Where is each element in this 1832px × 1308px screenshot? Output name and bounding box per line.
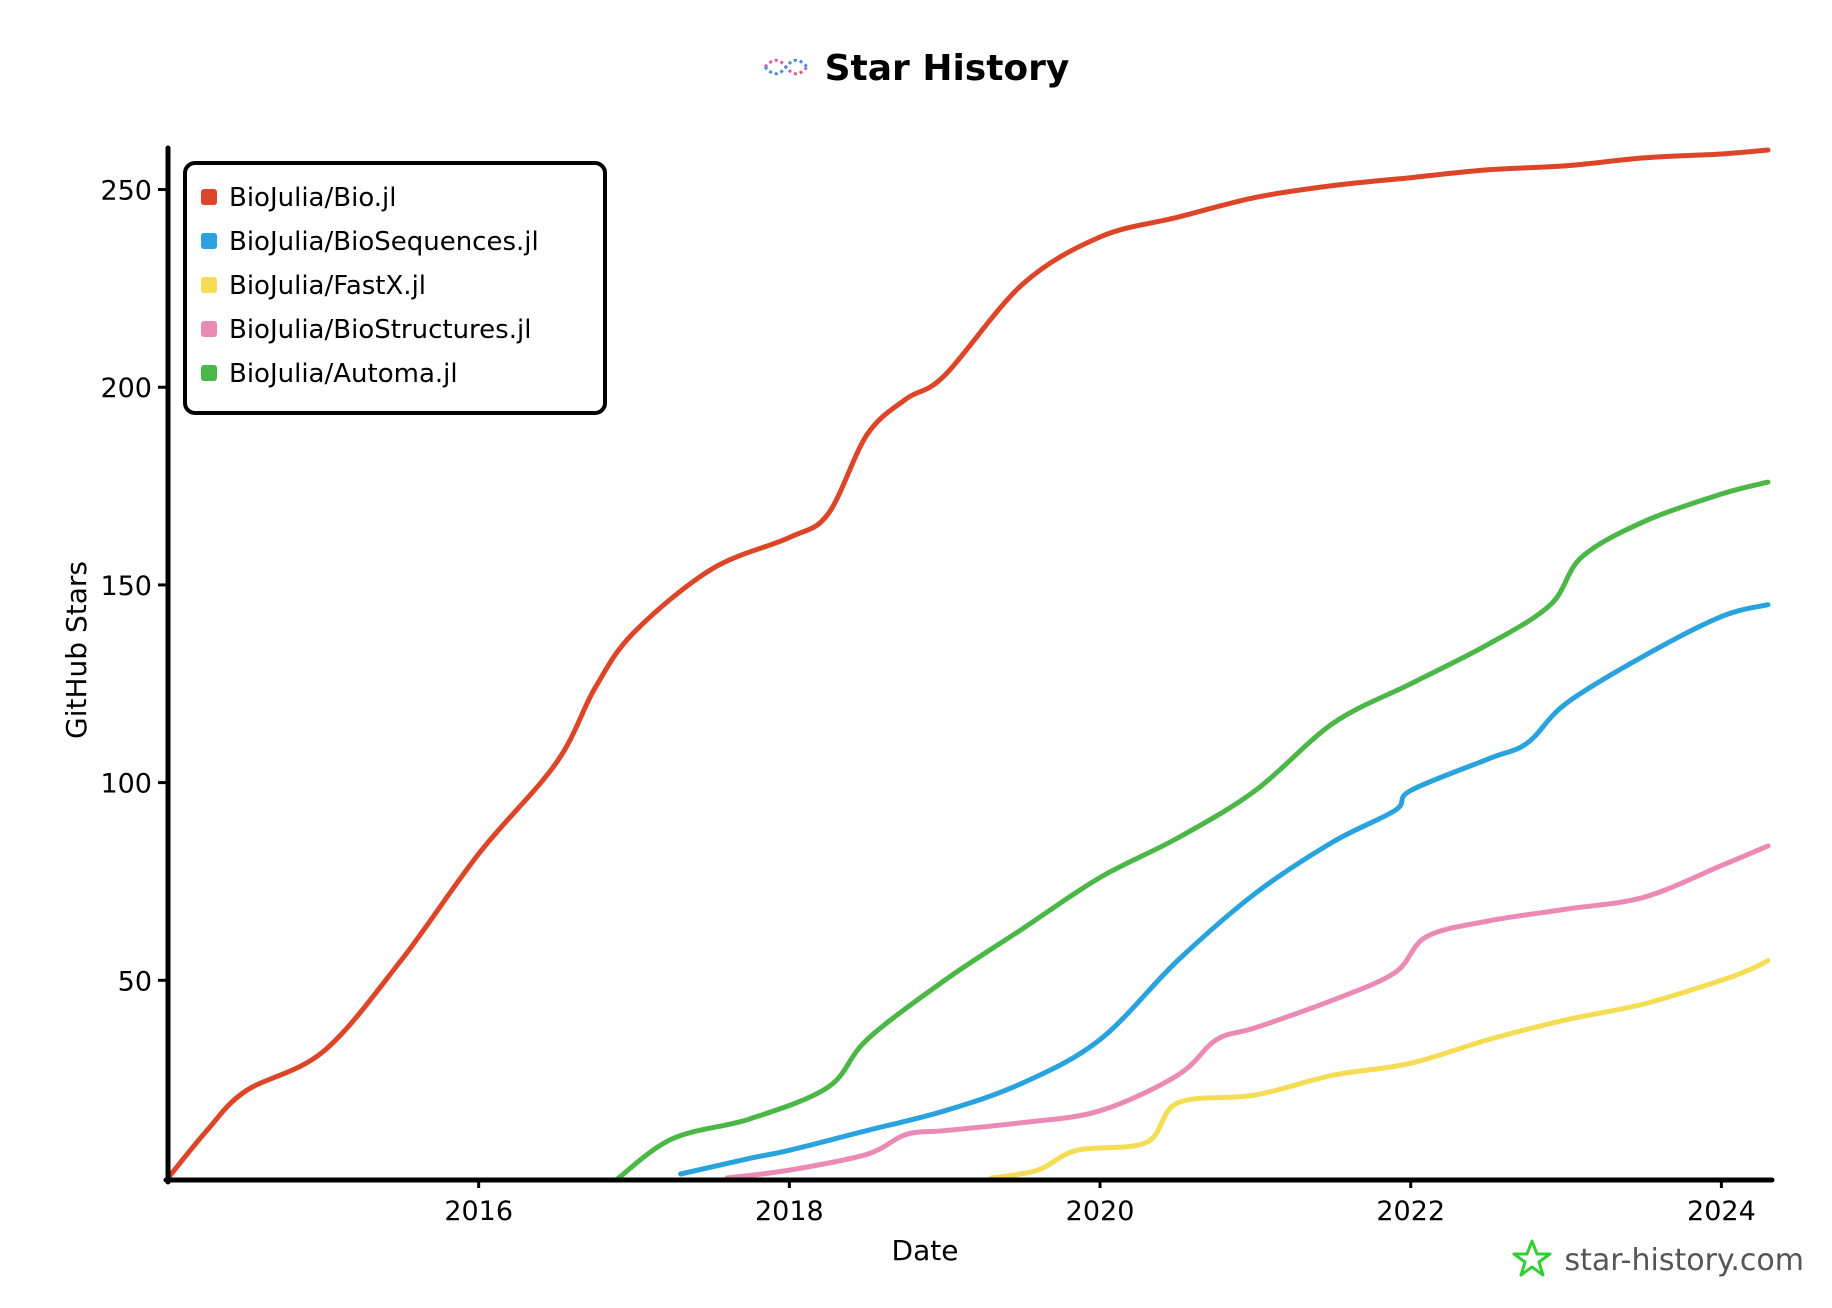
legend-swatch (201, 365, 217, 381)
x-tick-label: 2024 (1687, 1196, 1756, 1227)
legend: BioJulia/Bio.jl BioJulia/BioSequences.jl B… (183, 161, 607, 415)
series-line-0 (165, 147, 1771, 1181)
legend-label: BioJulia/BioSequences.jl (229, 227, 539, 257)
axes: 2016 2018 2020 2022 2024 50 100 150 200 250 (100, 145, 1775, 1227)
x-tick-label: 2020 (1066, 1196, 1135, 1227)
x-axis-label: Date (892, 1234, 959, 1267)
x-tick-label: 2022 (1376, 1196, 1445, 1227)
series-line-2 (988, 958, 1771, 1181)
chart-title: Star History (824, 48, 1070, 89)
series-line-1 (678, 602, 1771, 1177)
x-tick-label: 2018 (755, 1196, 824, 1227)
y-axis-label: GitHub Stars (60, 561, 93, 739)
legend-label: BioJulia/Automa.jl (229, 359, 458, 389)
star-icon (1512, 1238, 1552, 1282)
legend-swatch (201, 189, 217, 205)
legend-box (183, 161, 607, 415)
chart-header: Star History (0, 48, 1832, 89)
series-line-4 (616, 479, 1771, 1181)
watermark[interactable]: star-history.com (1512, 1238, 1804, 1282)
series-lines (165, 147, 1771, 1181)
legend-label: BioJulia/FastX.jl (229, 271, 426, 301)
y-tick-label: 150 (100, 571, 152, 602)
series-line-3 (724, 843, 1771, 1181)
y-tick-label: 250 (100, 176, 152, 207)
star-history-logo-icon (763, 56, 809, 82)
y-tick-label: 100 (100, 769, 152, 800)
legend-swatch (201, 233, 217, 249)
y-tick-label: 200 (100, 373, 152, 404)
watermark-text: star-history.com (1564, 1242, 1804, 1278)
legend-swatch (201, 277, 217, 293)
legend-label: BioJulia/BioStructures.jl (229, 315, 531, 345)
legend-label: BioJulia/Bio.jl (229, 183, 396, 213)
legend-swatch (201, 321, 217, 337)
y-tick-label: 50 (118, 966, 152, 997)
x-tick-label: 2016 (444, 1196, 513, 1227)
